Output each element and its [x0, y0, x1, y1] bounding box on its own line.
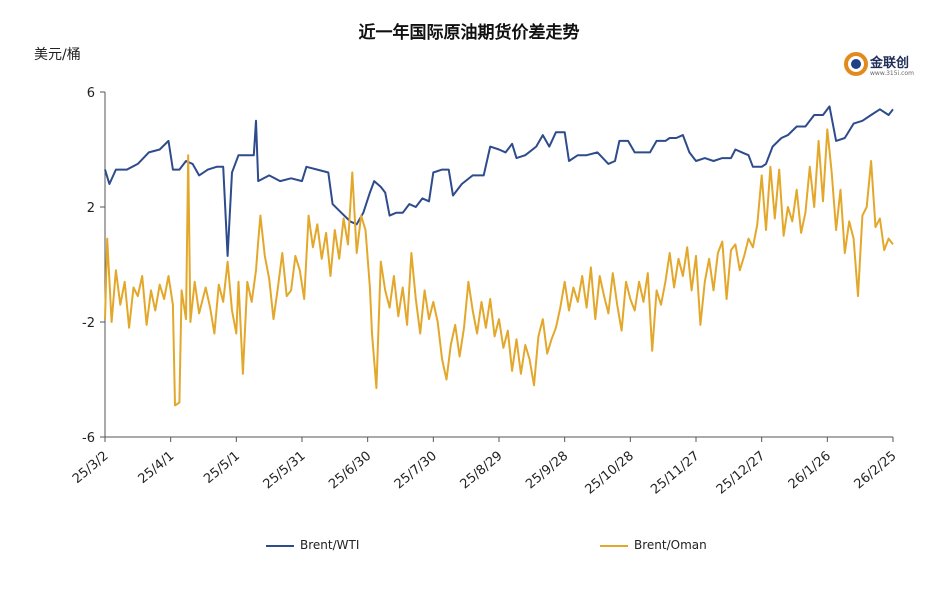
legend-swatch-brent-wti — [266, 544, 294, 547]
chart-title: 近一年国际原油期货价差走势 — [358, 23, 580, 43]
x-tick-label: 25/11/27 — [648, 449, 702, 498]
x-tick-label: 25/8/29 — [458, 449, 506, 493]
series-line-brent-oman — [104, 128, 894, 407]
legend-label-brent-oman: Brent/Oman — [634, 538, 707, 552]
brand-logo: 金联创 www.315i.com — [844, 50, 914, 82]
legend-swatch-brent-oman — [600, 544, 628, 547]
y-axis-unit-label: 美元/桶 — [34, 47, 81, 63]
series-line-brent-wti — [104, 105, 894, 257]
x-tick-label: 25/4/1 — [136, 449, 178, 487]
logo-mark-icon — [844, 52, 868, 76]
y-tick-label: -2 — [82, 316, 95, 331]
x-tick-label: 25/5/1 — [201, 449, 243, 487]
x-tick-label: 25/6/30 — [326, 449, 374, 493]
x-tick-label: 25/5/31 — [261, 449, 309, 493]
x-tick-label: 25/10/28 — [583, 449, 637, 498]
x-tick-label: 25/3/2 — [70, 449, 112, 487]
series-layer — [104, 105, 894, 407]
x-tick-label: 26/2/25 — [852, 449, 900, 493]
legend-item-brent-oman: Brent/Oman — [600, 538, 707, 552]
legend-label-brent-wti: Brent/WTI — [300, 538, 360, 552]
y-tick-label: 6 — [87, 86, 95, 101]
logo-url: www.315i.com — [870, 70, 914, 77]
x-tick-label: 25/12/27 — [714, 449, 768, 498]
legend-item-brent-wti: Brent/WTI — [266, 538, 359, 552]
y-tick-label: -6 — [82, 431, 95, 446]
y-tick-label: 2 — [87, 201, 95, 216]
logo-name: 金联创 — [870, 56, 910, 71]
x-tick-label: 25/7/30 — [392, 449, 440, 493]
x-tick-label: 26/1/26 — [786, 449, 834, 493]
x-tick-label: 25/9/28 — [523, 449, 571, 493]
